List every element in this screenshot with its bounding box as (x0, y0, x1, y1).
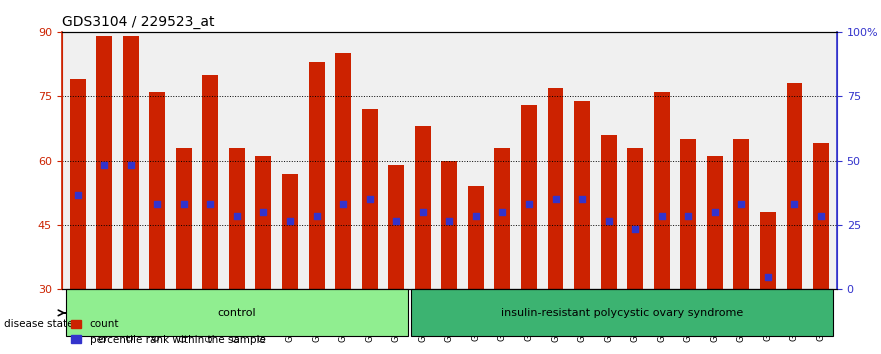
Point (814, 214, 828, 219)
Point (628, 227, 642, 232)
Bar (601, 135, 617, 290)
Bar (203, 75, 218, 290)
Point (336, 201, 350, 206)
Point (495, 209, 509, 215)
Bar (96, 36, 112, 290)
Point (363, 196, 377, 202)
Point (177, 201, 191, 206)
Point (416, 209, 430, 215)
Bar (813, 143, 829, 290)
Point (788, 201, 802, 206)
Point (735, 201, 749, 206)
Bar (654, 92, 670, 290)
Legend: count, percentile rank within the sample: count, percentile rank within the sample (67, 315, 270, 349)
Bar (176, 148, 192, 290)
Bar (787, 84, 803, 290)
Point (256, 209, 270, 215)
Point (70, 192, 85, 198)
Bar (229, 148, 245, 290)
Bar (255, 156, 271, 290)
Bar (362, 109, 378, 290)
Bar (760, 212, 776, 290)
Bar (574, 101, 590, 290)
Point (442, 218, 456, 224)
Point (761, 274, 775, 279)
Text: GDS3104 / 229523_at: GDS3104 / 229523_at (62, 16, 214, 29)
Point (389, 218, 403, 224)
Bar (122, 36, 138, 290)
Point (522, 201, 536, 206)
Bar (282, 173, 298, 290)
Text: control: control (218, 308, 256, 318)
Point (204, 201, 218, 206)
Point (707, 209, 722, 215)
Point (681, 214, 695, 219)
Bar (680, 139, 696, 290)
Point (655, 214, 669, 219)
Point (602, 218, 616, 224)
Bar (521, 105, 537, 290)
Text: insulin-resistant polycystic ovary syndrome: insulin-resistant polycystic ovary syndr… (500, 308, 743, 318)
Bar (627, 148, 643, 290)
Bar (468, 187, 484, 290)
Point (309, 214, 323, 219)
Point (283, 218, 297, 224)
Bar (733, 139, 750, 290)
Text: disease state: disease state (4, 319, 74, 329)
Bar (149, 92, 166, 290)
Bar (389, 165, 404, 290)
FancyBboxPatch shape (66, 290, 408, 336)
Point (123, 162, 137, 168)
Bar (335, 53, 351, 290)
Point (549, 196, 563, 202)
Point (469, 214, 483, 219)
Bar (548, 88, 564, 290)
Bar (707, 156, 722, 290)
Point (230, 214, 244, 219)
FancyBboxPatch shape (411, 290, 833, 336)
Point (150, 201, 164, 206)
Bar (494, 148, 510, 290)
Bar (441, 161, 457, 290)
Point (575, 196, 589, 202)
Point (97, 162, 111, 168)
Bar (308, 62, 324, 290)
Bar (415, 126, 431, 290)
Bar (70, 79, 85, 290)
